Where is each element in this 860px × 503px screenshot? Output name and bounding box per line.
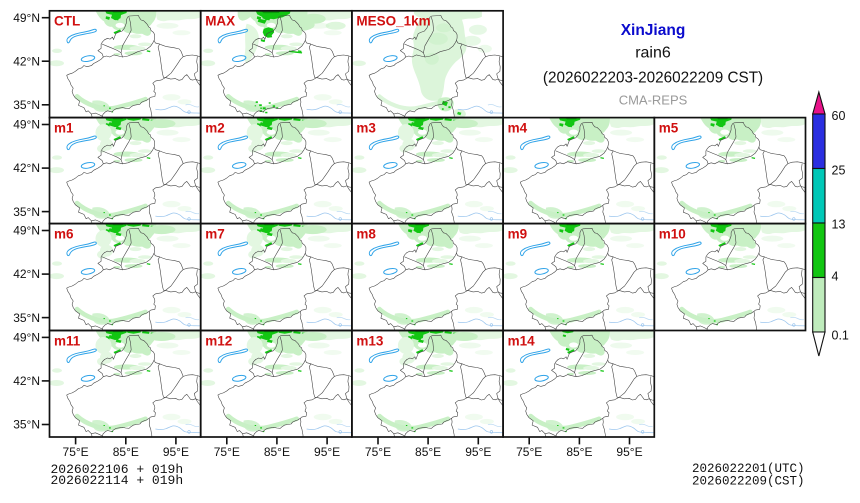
svg-text:m4: m4 <box>508 120 528 135</box>
svg-text:49°N: 49°N <box>13 331 40 345</box>
svg-text:60: 60 <box>832 109 846 123</box>
svg-text:75°E: 75°E <box>365 445 391 459</box>
svg-text:35°N: 35°N <box>13 418 40 432</box>
svg-text:85°E: 85°E <box>415 445 441 459</box>
svg-text:2026022201(UTC): 2026022201(UTC) <box>692 462 805 476</box>
svg-text:75°E: 75°E <box>63 445 89 459</box>
svg-text:m13: m13 <box>356 333 384 348</box>
svg-text:m6: m6 <box>54 226 74 241</box>
svg-text:49°N: 49°N <box>13 11 40 25</box>
svg-text:XinJiang: XinJiang <box>621 22 686 39</box>
svg-text:m3: m3 <box>356 120 376 135</box>
svg-text:m1: m1 <box>54 120 74 135</box>
svg-text:m7: m7 <box>205 226 225 241</box>
svg-text:2026022106 + 019h: 2026022106 + 019h <box>51 462 184 477</box>
svg-text:85°E: 85°E <box>113 445 139 459</box>
svg-text:m10: m10 <box>659 226 686 241</box>
svg-text:42°N: 42°N <box>13 55 40 69</box>
svg-text:2026022114 + 019h: 2026022114 + 019h <box>51 473 184 488</box>
svg-text:85°E: 85°E <box>264 445 290 459</box>
svg-text:2026022209(CST): 2026022209(CST) <box>692 475 805 489</box>
svg-text:13: 13 <box>832 218 846 232</box>
svg-text:m2: m2 <box>205 120 225 135</box>
svg-text:CMA-REPS: CMA-REPS <box>619 92 688 107</box>
svg-text:m12: m12 <box>205 333 232 348</box>
svg-text:42°N: 42°N <box>13 267 40 281</box>
svg-text:35°N: 35°N <box>13 311 40 325</box>
svg-text:4: 4 <box>832 270 839 284</box>
svg-text:35°N: 35°N <box>13 98 40 112</box>
svg-text:95°E: 95°E <box>163 445 189 459</box>
svg-text:m14: m14 <box>508 333 536 348</box>
svg-text:49°N: 49°N <box>13 224 40 238</box>
svg-text:0.1: 0.1 <box>832 328 849 342</box>
svg-text:42°N: 42°N <box>13 161 40 175</box>
svg-text:85°E: 85°E <box>566 445 592 459</box>
svg-text:m9: m9 <box>508 226 528 241</box>
svg-text:CTL: CTL <box>54 14 80 29</box>
svg-text:rain6: rain6 <box>635 45 671 62</box>
svg-text:25: 25 <box>832 164 846 178</box>
svg-text:42°N: 42°N <box>13 374 40 388</box>
svg-text:95°E: 95°E <box>616 445 642 459</box>
svg-text:75°E: 75°E <box>516 445 542 459</box>
svg-text:MAX: MAX <box>205 14 235 29</box>
svg-text:49°N: 49°N <box>13 118 40 132</box>
svg-text:MESO_1km: MESO_1km <box>356 14 430 29</box>
svg-text:75°E: 75°E <box>214 445 240 459</box>
svg-text:m5: m5 <box>659 120 679 135</box>
svg-text:m8: m8 <box>356 226 376 241</box>
svg-text:(2026022203-2026022209 CST): (2026022203-2026022209 CST) <box>543 69 763 86</box>
svg-text:95°E: 95°E <box>314 445 340 459</box>
svg-text:35°N: 35°N <box>13 205 40 219</box>
svg-text:m11: m11 <box>54 333 81 348</box>
svg-text:95°E: 95°E <box>465 445 491 459</box>
